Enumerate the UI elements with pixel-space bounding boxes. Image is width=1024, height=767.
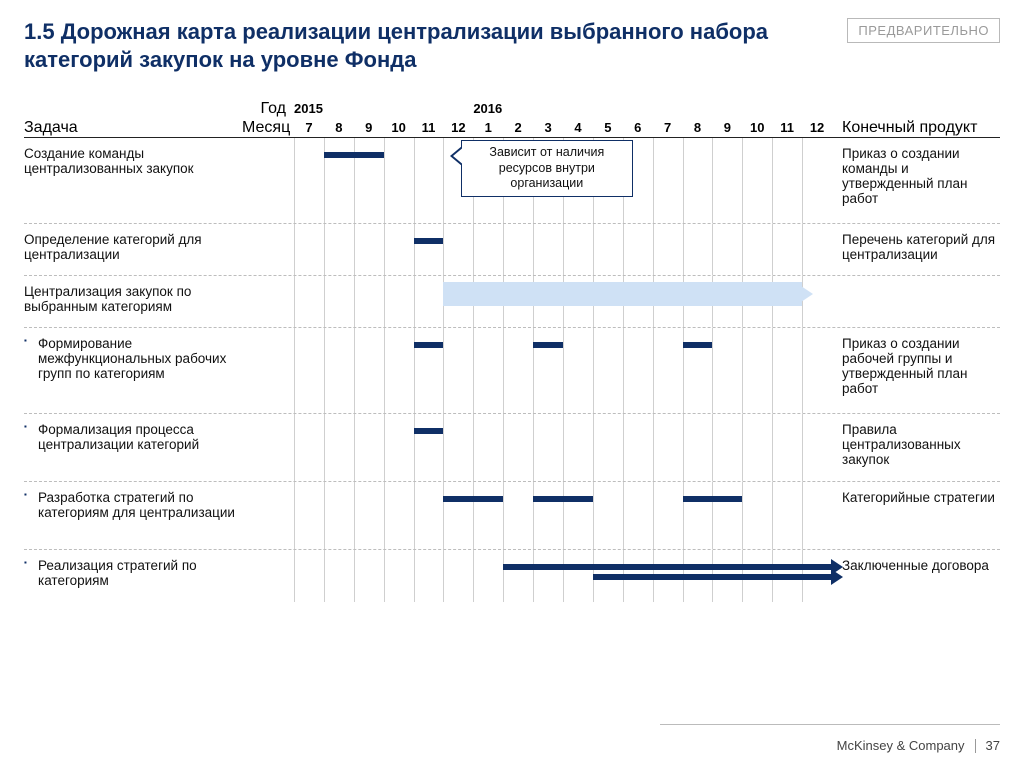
callout-box: Зависит от наличия ресурсов внутри орган… xyxy=(461,140,633,197)
task-label: Разработка стратегий по категориям для ц… xyxy=(24,482,242,549)
month-cell: 9 xyxy=(712,118,742,137)
deliverable-label: Категорийные стратегии xyxy=(832,482,1000,549)
gantt-bar xyxy=(593,574,832,580)
deliverable-label: Приказ о создании команды и утвержденный… xyxy=(832,138,1000,223)
gantt-row: Централизация закупок по выбранным катег… xyxy=(24,276,1000,328)
month-cell: 10 xyxy=(384,118,414,137)
month-cell: 8 xyxy=(683,118,713,137)
gantt-row: Создание команды централизованных закупо… xyxy=(24,138,1000,224)
task-label: Реализация стратегий по категориям xyxy=(24,550,242,602)
footer-company: McKinsey & Company xyxy=(837,738,965,753)
gantt-bar-light xyxy=(443,282,802,306)
gantt-bar xyxy=(533,496,593,502)
deliverable-label xyxy=(832,276,1000,327)
year-cell: 2016 xyxy=(473,99,832,118)
arrow-head-icon xyxy=(831,569,843,585)
preliminary-stamp: ПРЕДВАРИТЕЛЬНО xyxy=(847,18,1000,43)
gantt-row: Формирование межфункциональных рабочих г… xyxy=(24,328,1000,414)
gantt-bar xyxy=(414,238,444,244)
footer-separator xyxy=(975,739,976,753)
gantt-rows: Создание команды централизованных закупо… xyxy=(24,138,1000,602)
task-label: Формирование межфункциональных рабочих г… xyxy=(24,328,242,413)
gantt-chart: Год 20152016 Задача Месяц 78910111212345… xyxy=(24,99,1000,602)
gantt-bar xyxy=(414,428,444,434)
month-cell: 3 xyxy=(533,118,563,137)
gantt-bar xyxy=(414,342,444,348)
gantt-row: Реализация стратегий по категориям Заключ… xyxy=(24,550,1000,602)
month-cell: 12 xyxy=(443,118,473,137)
month-cell: 6 xyxy=(623,118,653,137)
timeline-cell xyxy=(294,328,832,413)
month-cell: 12 xyxy=(802,118,832,137)
month-cell: 7 xyxy=(653,118,683,137)
month-cell: 4 xyxy=(563,118,593,137)
month-cell: 10 xyxy=(742,118,772,137)
gantt-row: Формализация процесса централизации кате… xyxy=(24,414,1000,482)
gantt-bar xyxy=(683,342,713,348)
slide: 1.5 Дорожная карта реализации централиза… xyxy=(0,0,1024,767)
task-header: Задача xyxy=(24,119,242,137)
gantt-row: Определение категорий для централизации П… xyxy=(24,224,1000,276)
task-label: Централизация закупок по выбранным катег… xyxy=(24,276,242,327)
timeline-cell xyxy=(294,550,832,602)
month-cell: 1 xyxy=(473,118,503,137)
year-header-row: Год 20152016 xyxy=(24,99,1000,118)
task-label: Определение категорий для централизации xyxy=(24,224,242,275)
gantt-bar xyxy=(503,564,832,570)
month-cell: 11 xyxy=(772,118,802,137)
arrow-head-icon xyxy=(801,286,813,302)
gantt-bar xyxy=(533,342,563,348)
deliverable-label: Заключенные договора xyxy=(832,550,1000,602)
task-label: Создание команды централизованных закупо… xyxy=(24,138,242,223)
header: 1.5 Дорожная карта реализации централиза… xyxy=(24,18,1000,73)
task-label: Формализация процесса централизации кате… xyxy=(24,414,242,481)
footer: McKinsey & Company 37 xyxy=(837,738,1000,753)
footer-page: 37 xyxy=(986,738,1000,753)
month-header-row: Задача Месяц 789101112123456789101112 Ко… xyxy=(24,118,1000,138)
footer-rule xyxy=(660,724,1000,725)
gantt-bar xyxy=(443,496,503,502)
year-cell: 2015 xyxy=(294,99,473,118)
gantt-bar xyxy=(324,152,384,158)
month-cell: 2 xyxy=(503,118,533,137)
month-cell: 11 xyxy=(414,118,444,137)
year-label: Год xyxy=(242,100,294,118)
page-title: 1.5 Дорожная карта реализации централиза… xyxy=(24,18,784,73)
deliverable-header: Конечный продукт xyxy=(832,119,1000,137)
gantt-bar xyxy=(683,496,743,502)
month-label: Месяц xyxy=(242,119,294,137)
deliverable-label: Приказ о создании рабочей группы и утвер… xyxy=(832,328,1000,413)
month-cell: 9 xyxy=(354,118,384,137)
timeline-cell xyxy=(294,276,832,327)
month-cell: 5 xyxy=(593,118,623,137)
timeline-cell xyxy=(294,224,832,275)
gantt-row: Разработка стратегий по категориям для ц… xyxy=(24,482,1000,550)
timeline-cell xyxy=(294,414,832,481)
timeline-cell xyxy=(294,482,832,549)
deliverable-label: Правила централизованных закупок xyxy=(832,414,1000,481)
month-cell: 7 xyxy=(294,118,324,137)
deliverable-label: Перечень категорий для централизации xyxy=(832,224,1000,275)
timeline-cell: Зависит от наличия ресурсов внутри орган… xyxy=(294,138,832,223)
month-cell: 8 xyxy=(324,118,354,137)
